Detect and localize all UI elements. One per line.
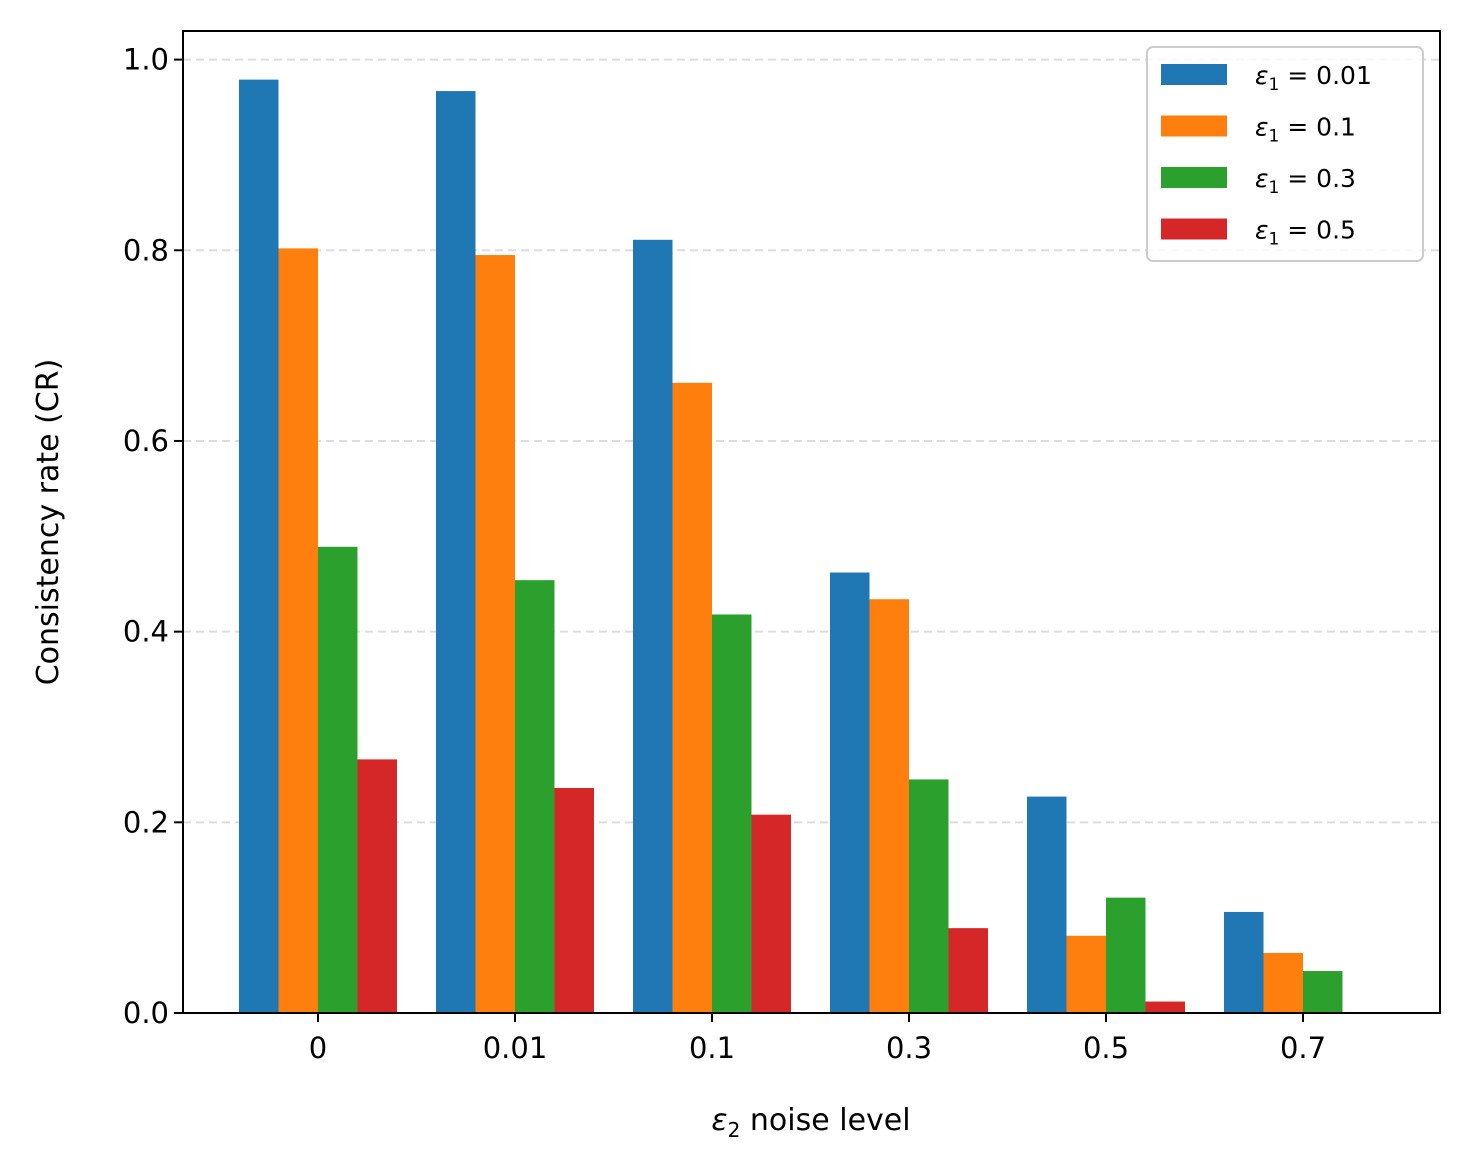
bar: [712, 614, 752, 1013]
bar: [554, 787, 594, 1013]
legend-label: ε1 = 0.01: [1255, 61, 1372, 95]
x-axis-label-variable: ε: [711, 1103, 727, 1138]
bar: [633, 239, 673, 1013]
bar: [1027, 796, 1067, 1013]
legend-label-subscript: 1: [1269, 178, 1280, 198]
y-tick-label: 0.4: [123, 615, 169, 649]
y-tick-label: 0.6: [123, 424, 169, 458]
legend-label: ε1 = 0.3: [1255, 164, 1356, 198]
legend-label-subscript: 1: [1269, 127, 1280, 147]
legend-label-variable: ε: [1255, 216, 1269, 245]
y-axis: 0.0 0.2 0.4 0.6 0.8 1.0: [123, 43, 183, 1030]
x-tick-label: 0.1: [689, 1031, 735, 1065]
plot-frame: [182, 30, 1441, 1014]
legend-swatch: [1161, 167, 1227, 188]
x-tick-label: 0: [309, 1031, 327, 1065]
bar: [869, 599, 909, 1013]
x-axis-label-text: noise level: [740, 1103, 910, 1138]
x-axis: 0 0.01 0.1 0.3 0.5 0.7: [309, 1013, 1326, 1065]
legend-label-subscript: 1: [1269, 230, 1280, 250]
bar: [475, 255, 515, 1014]
bar: [357, 759, 397, 1013]
legend-label-text: = 0.5: [1279, 216, 1356, 245]
legend-label: ε1 = 0.1: [1255, 113, 1356, 147]
bar: [1066, 935, 1106, 1013]
bar: [948, 928, 988, 1013]
bar: [751, 814, 791, 1013]
x-tick-label: 0.3: [886, 1031, 932, 1065]
legend-label-subscript: 1: [1269, 75, 1280, 95]
legend-swatch: [1161, 218, 1227, 240]
bar: [436, 91, 476, 1013]
legend-swatch: [1161, 64, 1227, 85]
legend-label-variable: ε: [1255, 113, 1269, 142]
bars-layer: [239, 79, 1343, 1014]
legend-swatch: [1161, 115, 1227, 137]
bar: [1224, 911, 1264, 1013]
x-tick-label: 0.01: [483, 1031, 548, 1065]
bar: [830, 572, 870, 1013]
legend-label-text: = 0.1: [1279, 113, 1356, 142]
x-tick-label: 0.5: [1083, 1031, 1129, 1065]
bar: [239, 79, 279, 1014]
legend-label-variable: ε: [1255, 61, 1269, 90]
bar: [1106, 897, 1146, 1013]
x-tick-label: 0.7: [1280, 1031, 1326, 1065]
legend-box: [1146, 46, 1424, 262]
bar: [515, 580, 555, 1013]
y-tick-label: 0.0: [123, 996, 169, 1030]
bar: [1263, 952, 1303, 1013]
legend-label-variable: ε: [1255, 164, 1269, 193]
legend-label-text: = 0.3: [1279, 164, 1356, 193]
bar: [1303, 971, 1343, 1013]
bar: [318, 546, 358, 1013]
x-axis-label-subscript: 2: [728, 1118, 741, 1142]
y-tick-label: 1.0: [123, 43, 169, 77]
y-tick-label: 0.2: [123, 805, 169, 839]
y-tick-label: 0.8: [123, 233, 169, 267]
bar: [909, 779, 949, 1013]
bar: [278, 248, 318, 1013]
x-axis-label: ε2 noise level: [711, 1103, 910, 1142]
y-axis-label: Consistency rate (CR): [31, 359, 66, 686]
legend-label-text: = 0.01: [1279, 61, 1372, 90]
bar: [1145, 1001, 1185, 1013]
bar: [672, 382, 712, 1013]
legend-label: ε1 = 0.5: [1255, 216, 1356, 250]
